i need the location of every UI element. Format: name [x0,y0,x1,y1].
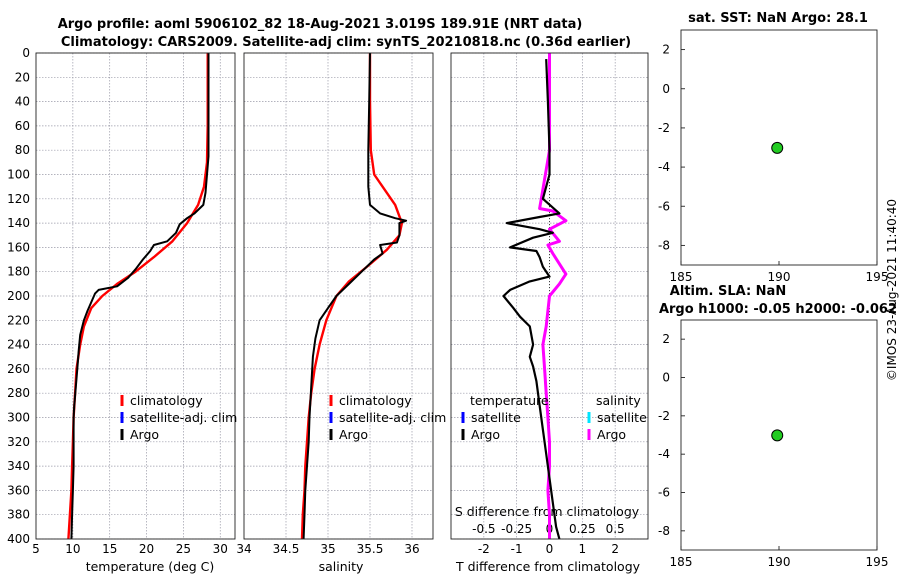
sal-legend-satellite-label: satellite-adj. clim [339,410,446,425]
temp-xtick-10: 10 [65,542,80,556]
sst-panel-title: sat. SST: NaN Argo: 28.1 [688,11,868,26]
temp-ytick-300: 300 [7,411,30,425]
sla-ytick--2: -2 [658,409,670,423]
temp-ytick-40: 40 [15,95,30,109]
diff-xtick-1: 1 [579,542,587,556]
sst-xtick-195: 195 [866,270,889,284]
temp-ytick-320: 320 [7,435,30,449]
temp-legend-climatology-label: climatology [130,393,203,408]
sst-ytick-0: 0 [662,82,670,96]
temp-ytick-120: 120 [7,192,30,206]
diff-temperature-argo-line [502,59,561,540]
temp-ytick-200: 200 [7,289,30,303]
sst-ytick-2: 2 [662,43,670,57]
temperature-xlabel: temperature (deg C) [86,559,215,574]
temp-legend-argo-label: Argo [130,427,159,442]
figure-title-line2: Climatology: CARS2009. Satellite-adj cli… [61,35,631,50]
temp-ytick-360: 360 [7,483,30,497]
axes-frame-difference [450,52,649,540]
temp-ytick-340: 340 [7,459,30,473]
temp-xtick-25: 25 [176,542,191,556]
axes-frame-temperature [35,52,236,540]
sst-xtick-190: 190 [768,270,791,284]
temp-argo-line [70,53,210,540]
temp-xtick-15: 15 [102,542,117,556]
sst-ytick--4: -4 [658,160,670,174]
diff-legend-temperature-title: temperature [470,393,549,408]
temp-ytick-220: 220 [7,313,30,327]
temp-ytick-80: 80 [15,143,30,157]
temp-ytick-240: 240 [7,338,30,352]
sla-argo-point-0 [771,429,784,442]
sst-ytick--2: -2 [658,121,670,135]
temp-ytick-260: 260 [7,362,30,376]
sal-xtick-35: 35 [320,542,335,556]
sst-ytick--6: -6 [658,199,670,213]
sla-xtick-190: 190 [768,555,791,569]
diff-x2tick-3: 0.25 [569,522,596,536]
sla-ytick-2: 2 [662,332,670,346]
sla-xtick-185: 185 [670,555,693,569]
temp-ytick-20: 20 [15,70,30,84]
sal-xtick-34.5: 34.5 [273,542,300,556]
sla-ytick--6: -6 [658,486,670,500]
diff-x2tick-0: -0.5 [472,522,495,536]
diff-xtick-2: 2 [611,542,619,556]
diff-x2tick-1: -0.25 [501,522,532,536]
temp-ytick-400: 400 [7,532,30,546]
sla-ytick--8: -8 [658,524,670,538]
temp-xtick-20: 20 [139,542,154,556]
diff-x2tick-4: 0.5 [606,522,625,536]
sla-xtick-195: 195 [866,555,889,569]
figure-title-line1: Argo profile: aoml 5906102_82 18-Aug-202… [58,17,583,32]
temp-ytick-160: 160 [7,240,30,254]
diff-legend-sal-argo-label: Argo [597,427,626,442]
sst-argo-point-0 [771,141,784,154]
plot-layer: 0204060801001201401601802002202402602803… [7,29,889,569]
sal-xtick-34: 34 [236,542,251,556]
axes-frame-salinity [243,52,434,540]
temp-xtick-5: 5 [32,542,40,556]
salinity-xlabel: salinity [319,559,364,574]
sal-xtick-35.5: 35.5 [357,542,384,556]
sst-xtick-185: 185 [670,270,693,284]
sal-argo-line [302,52,408,540]
sst-ytick--8: -8 [658,238,670,252]
diff-legend-temp-argo-label: Argo [471,427,500,442]
temp-ytick-380: 380 [7,508,30,522]
sal-legend-climatology-label: climatology [339,393,412,408]
temp-ytick-140: 140 [7,216,30,230]
difference-xlabel: T difference from climatology [455,559,641,574]
sla-panel-title-line2: Argo h1000: -0.05 h2000: -0.062 [659,302,897,317]
diff-legend-sal-satellite-label: satellite [597,410,647,425]
sla-ytick-0: 0 [662,371,670,385]
diff-salinity-argo-line [538,53,568,539]
diff-legend-temp-satellite-label: satellite [471,410,521,425]
sal-legend-argo-label: Argo [339,427,368,442]
temp-ytick-0: 0 [22,46,30,60]
temp-ytick-100: 100 [7,168,30,182]
sal-xtick-36: 36 [404,542,419,556]
temp-ytick-60: 60 [15,119,30,133]
temp-ytick-280: 280 [7,386,30,400]
sla-panel-title-line1: Altim. SLA: NaN [670,284,786,299]
temp-ytick-180: 180 [7,265,30,279]
diff-xtick--2: -2 [478,542,490,556]
diff-xtick--1: -1 [511,542,523,556]
difference-x2label: S difference from climatology [455,504,640,519]
diff-xtick-0: 0 [546,542,554,556]
temp-xtick-30: 30 [213,542,228,556]
temp-legend-satellite-label: satellite-adj. clim [130,410,237,425]
timestamp: ©IMOS 23-Aug-2021 11:40:40 [885,199,899,381]
sla-ytick--4: -4 [658,447,670,461]
diff-legend-salinity-title: salinity [596,393,641,408]
